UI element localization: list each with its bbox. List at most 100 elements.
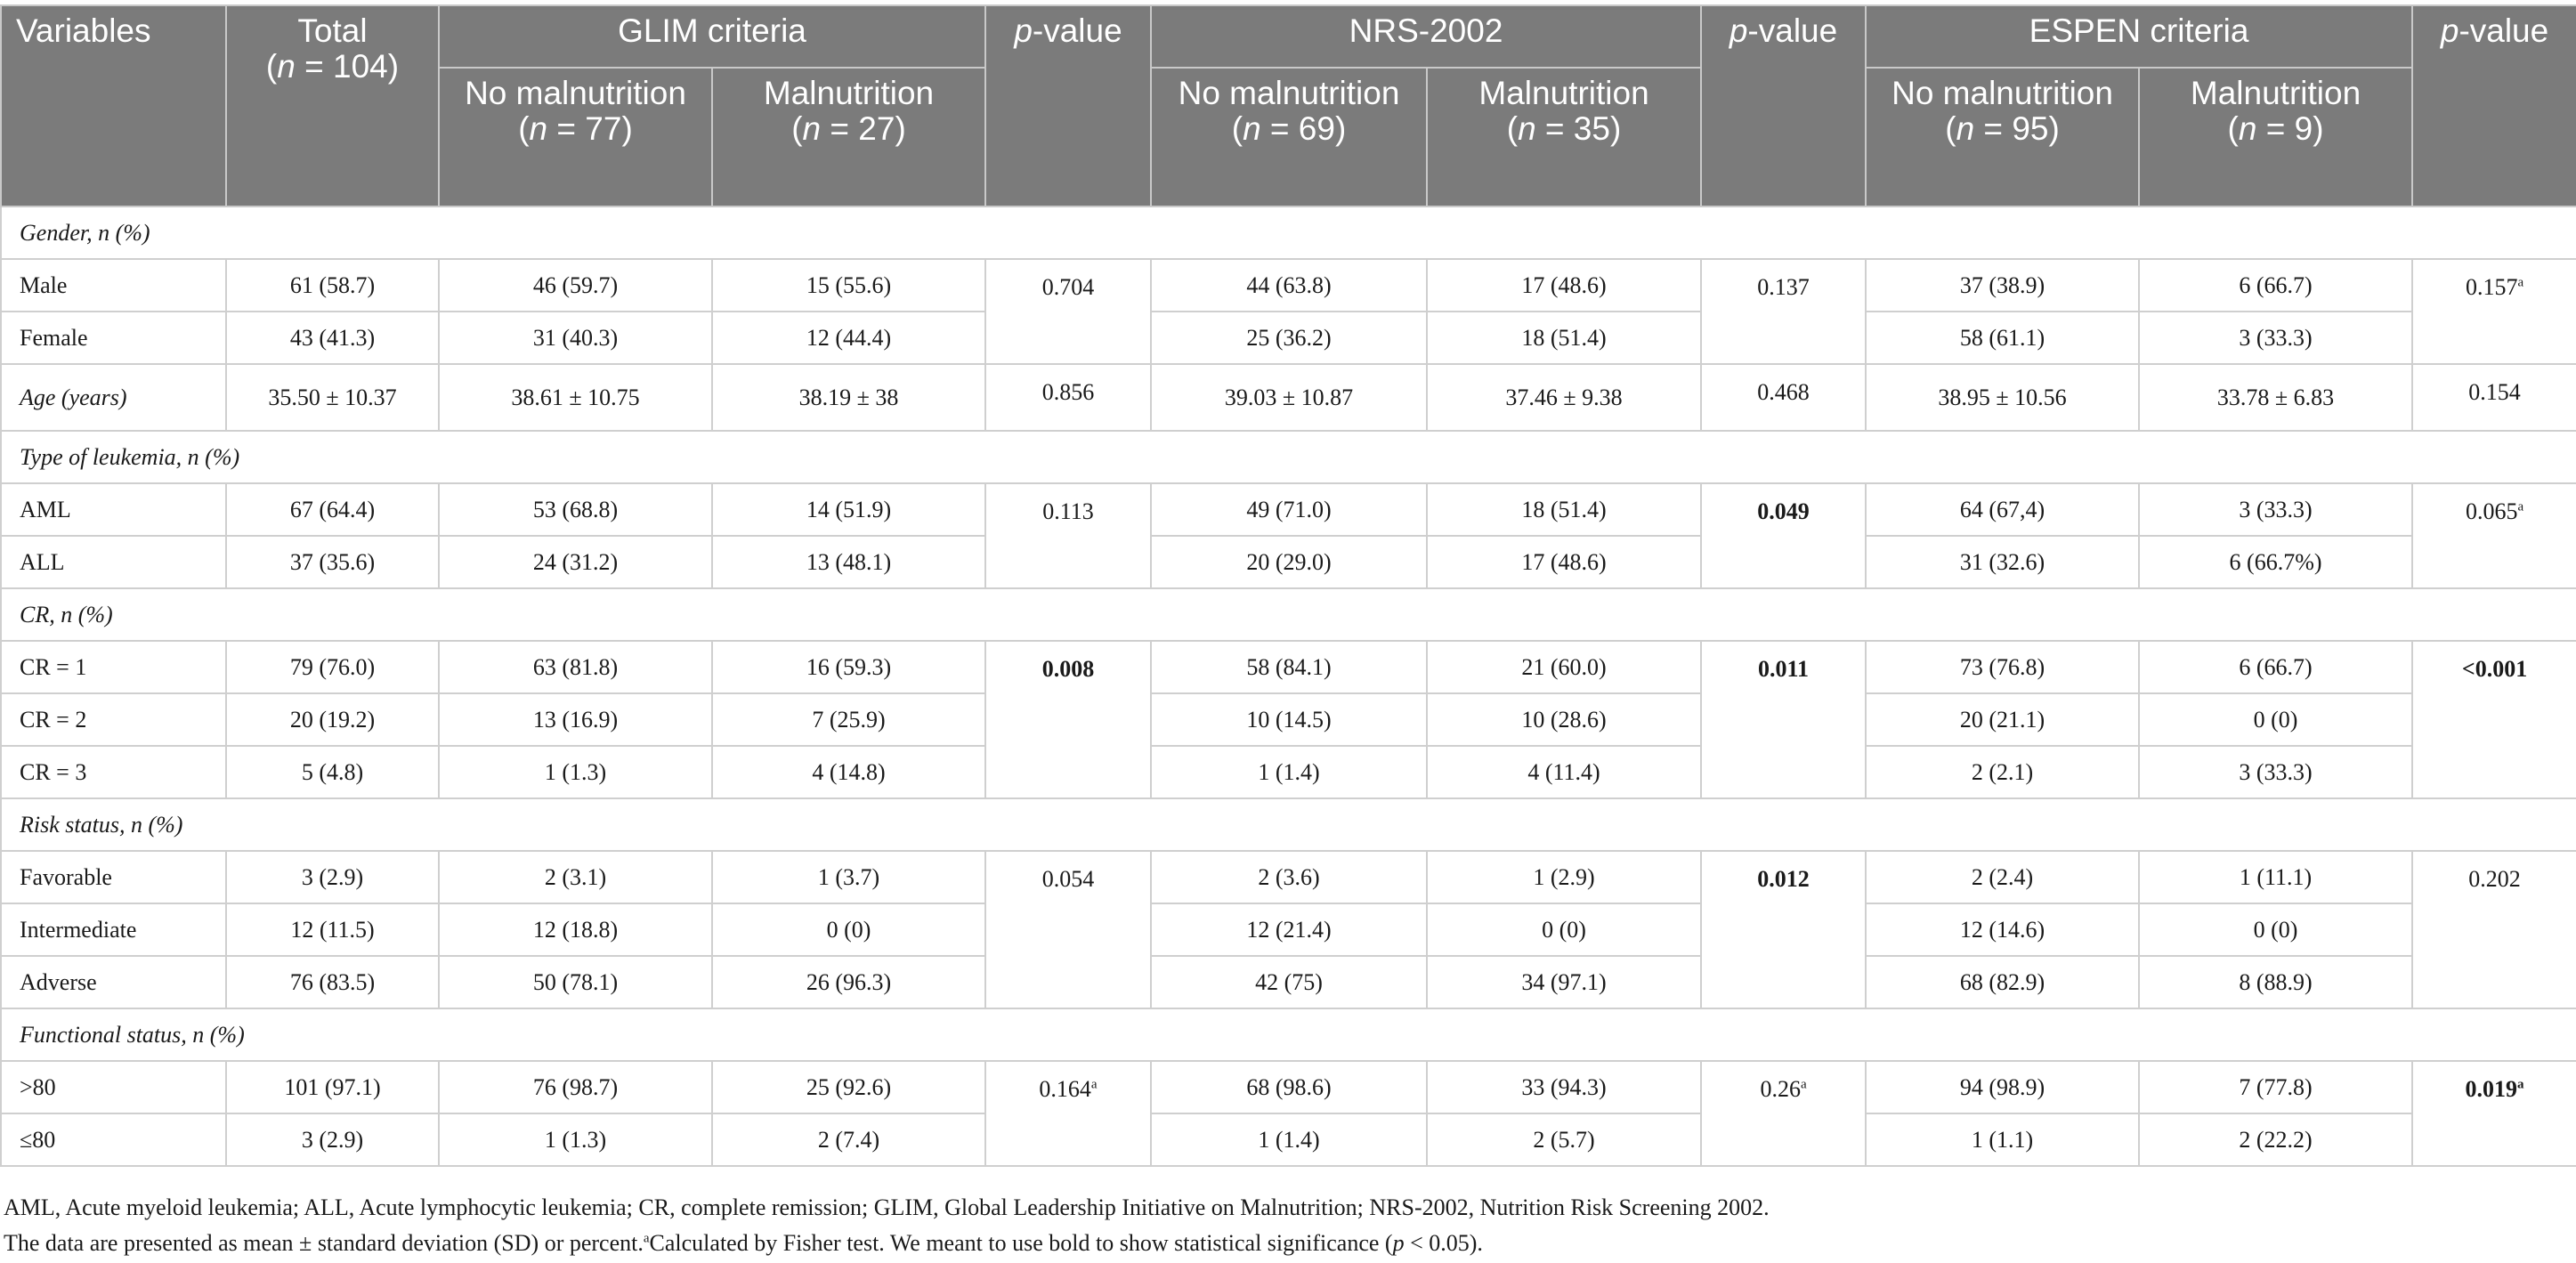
subheader-n-value: = 9 xyxy=(2256,109,2313,147)
row-label: Female xyxy=(0,311,227,365)
nrs-no-cell: 2 (3.6) xyxy=(1150,850,1429,904)
row-label: Intermediate xyxy=(0,903,227,957)
glim-pvalue: 0.008 xyxy=(1041,656,1095,682)
espen-no-cell: 37 (38.9) xyxy=(1865,258,2141,312)
nrs-mal-cell: 4 (11.4) xyxy=(1426,745,1703,799)
espen-mal-cell: 3 (33.3) xyxy=(2138,311,2414,365)
nrs-pvalue-header: p-value xyxy=(1700,4,1867,207)
nrs-pvalue-cell: 0.012 xyxy=(1700,850,1867,1009)
footnote-part: < 0.05). xyxy=(1404,1230,1483,1256)
glim-pvalue-cell: 0.113 xyxy=(984,482,1153,589)
total-cell: 3 (2.9) xyxy=(225,850,440,904)
nrs-no-cell: 20 (29.0) xyxy=(1150,535,1429,589)
nrs-mal-cell: 33 (94.3) xyxy=(1426,1060,1703,1114)
glim-no-cell: 63 (81.8) xyxy=(438,640,713,694)
espen-mal-cell: 2 (22.2) xyxy=(2138,1113,2414,1167)
subheader-label: No malnutrition xyxy=(1178,75,1400,111)
pvalue-rest: -value xyxy=(2459,12,2549,49)
fisher-test-marker: a xyxy=(2517,1077,2524,1092)
row-label: Male xyxy=(0,258,227,312)
pvalue-rest: -value xyxy=(1747,12,1838,49)
glim-pvalue: 0.856 xyxy=(1041,379,1095,405)
glim-no-header: No malnutrition (n = 77) xyxy=(438,67,713,207)
subheader-label: No malnutrition xyxy=(1891,75,2113,111)
fisher-test-marker: a xyxy=(1800,1077,1807,1092)
section-title: Functional status, n (%) xyxy=(0,1008,2576,1062)
section-title: Risk status, n (%) xyxy=(0,797,2576,852)
total-cell: 5 (4.8) xyxy=(225,745,440,799)
row-label: AML xyxy=(0,482,227,537)
espen-pvalue-cell: <0.001 xyxy=(2411,640,2576,799)
footnote-part: The data are presented as mean ± standar… xyxy=(4,1230,644,1256)
espen-pvalue: 0.154 xyxy=(2468,379,2521,405)
section-title: CR, n (%) xyxy=(0,587,2576,642)
total-cell: 67 (64.4) xyxy=(225,482,440,537)
section-header-row: CR, n (%) xyxy=(0,587,2576,642)
nrs-pvalue-cell: 0.468 xyxy=(1700,363,1867,432)
pvalue-p: p xyxy=(1729,12,1748,49)
espen-pvalue-cell: 0.202 xyxy=(2411,850,2576,1009)
espen-pvalue: 0.202 xyxy=(2468,866,2521,892)
total-header-n: n xyxy=(277,47,296,85)
footnotes: AML, Acute myeloid leukemia; ALL, Acute … xyxy=(4,1190,2567,1261)
glim-mal-cell: 15 (55.6) xyxy=(710,258,987,312)
total-header-label: Total xyxy=(297,12,368,49)
nrs-pvalue: 0.012 xyxy=(1757,866,1810,892)
glim-mal-cell: 25 (92.6) xyxy=(710,1060,987,1114)
nrs-mal-cell: 21 (60.0) xyxy=(1426,640,1703,694)
subheader-n-value: = 69 xyxy=(1260,109,1335,147)
total-cell: 12 (11.5) xyxy=(225,903,440,957)
nrs-pvalue: 0.26 xyxy=(1760,1076,1801,1102)
nrs-group-header: NRS-2002 xyxy=(1150,4,1703,69)
row-label: CR = 1 xyxy=(0,640,227,694)
footnote-part: Calculated by Fisher test. We meant to u… xyxy=(649,1230,1393,1256)
nrs-mal-cell: 1 (2.9) xyxy=(1426,850,1703,904)
nrs-pvalue-cell: 0.049 xyxy=(1700,482,1867,589)
nrs-mal-cell: 10 (28.6) xyxy=(1426,692,1703,747)
subheader-n-value: = 27 xyxy=(821,109,895,147)
espen-no-header: No malnutrition (n = 95) xyxy=(1865,67,2141,207)
total-cell: 37 (35.6) xyxy=(225,535,440,589)
pvalue-p: p xyxy=(1014,12,1033,49)
nrs-pvalue: 0.468 xyxy=(1757,379,1810,405)
espen-mal-cell: 6 (66.7) xyxy=(2138,640,2414,694)
subheader-n: n xyxy=(1243,109,1261,147)
nrs-no-cell: 10 (14.5) xyxy=(1150,692,1429,747)
pvalue-p: p xyxy=(2440,12,2459,49)
espen-pvalue: 0.065 xyxy=(2465,498,2518,524)
glim-pvalue-cell: 0.008 xyxy=(984,640,1153,799)
subheader-n: n xyxy=(2238,109,2257,147)
row-label: >80 xyxy=(0,1060,227,1114)
espen-mal-cell: 6 (66.7) xyxy=(2138,258,2414,312)
subheader-label: Malnutrition xyxy=(2190,75,2361,111)
row-label: Favorable xyxy=(0,850,227,904)
subheader-n: n xyxy=(529,109,548,147)
row-label: CR = 2 xyxy=(0,692,227,747)
espen-pvalue-cell: 0.019a xyxy=(2411,1060,2576,1167)
glim-no-cell: 50 (78.1) xyxy=(438,955,713,1009)
glim-mal-cell: 0 (0) xyxy=(710,903,987,957)
section-header-row: Gender, n (%) xyxy=(0,206,2576,260)
nrs-no-cell: 42 (75) xyxy=(1150,955,1429,1009)
subheader-label: No malnutrition xyxy=(465,75,686,111)
variables-header: Variables xyxy=(0,4,227,207)
nrs-mal-cell: 0 (0) xyxy=(1426,903,1703,957)
nrs-mal-cell: 2 (5.7) xyxy=(1426,1113,1703,1167)
espen-no-cell: 73 (76.8) xyxy=(1865,640,2141,694)
section-title: Type of leukemia, n (%) xyxy=(0,430,2576,484)
table-row: Favorable 3 (2.9) 2 (3.1) 1 (3.7) 0.054 2 (3.… xyxy=(0,850,2576,1009)
glim-mal-cell: 7 (25.9) xyxy=(710,692,987,747)
glim-pvalue: 0.054 xyxy=(1041,866,1095,892)
row-label: CR = 3 xyxy=(0,745,227,799)
glim-pvalue-cell: 0.856 xyxy=(984,363,1153,432)
glim-mal-cell: 1 (3.7) xyxy=(710,850,987,904)
espen-no-cell: 31 (32.6) xyxy=(1865,535,2141,589)
espen-group-header: ESPEN criteria xyxy=(1865,4,2414,69)
glim-mal-cell: 26 (96.3) xyxy=(710,955,987,1009)
nrs-pvalue: 0.137 xyxy=(1757,274,1810,300)
glim-pvalue: 0.704 xyxy=(1041,274,1095,300)
nrs-mal-cell: 17 (48.6) xyxy=(1426,258,1703,312)
espen-mal-cell: 33.78 ± 6.83 xyxy=(2138,363,2414,432)
glim-no-cell: 2 (3.1) xyxy=(438,850,713,904)
